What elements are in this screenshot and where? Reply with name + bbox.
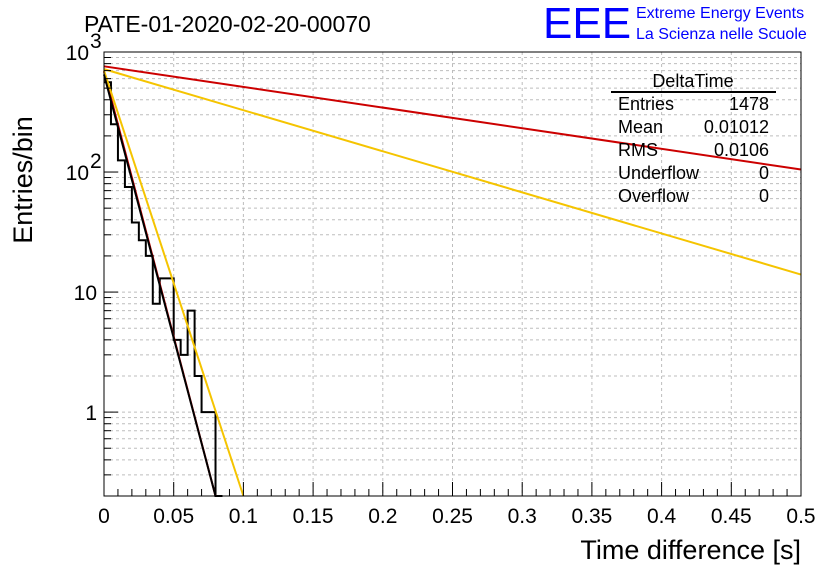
stats-value: 0.01012	[704, 117, 769, 137]
stats-name: DeltaTime	[652, 71, 733, 91]
logo-line2: La Scienza nelle Scuole	[636, 26, 807, 43]
y-tick-label: 1	[85, 402, 97, 425]
x-tick-label: 0.25	[432, 505, 473, 528]
logo-line1: Extreme Energy Events	[636, 5, 804, 22]
fit-curve	[103, 68, 802, 276]
stats-label: Mean	[618, 117, 663, 137]
axis-ticks	[103, 56, 802, 497]
x-tick-label: 0.15	[293, 505, 334, 528]
fit-curves	[103, 65, 802, 497]
y-axis-title: Entries/bin	[8, 116, 38, 244]
y-tick-label: 10	[66, 162, 89, 185]
fit-curve	[103, 74, 217, 497]
x-tick-label: 0.05	[153, 505, 194, 528]
stats-label: Entries	[618, 94, 674, 114]
histogram	[104, 81, 223, 497]
x-axis-title: Time difference [s]	[580, 535, 801, 565]
x-tick-labels: 0 0.05 0.1 0.15 0.2 0.25 0.3 0.35 0.4 0.45 0.5	[98, 505, 815, 528]
stats-value: 1478	[729, 94, 769, 114]
fit-curve	[103, 70, 245, 497]
x-tick-label: 0.2	[368, 505, 397, 528]
x-tick-label: 0.1	[229, 505, 258, 528]
stats-rows: Entries 1478 Mean 0.01012 RMS 0.0106 Underflow…	[618, 94, 769, 206]
y-tick-exponent: 2	[90, 150, 102, 173]
stats-box: DeltaTime Entries 1478 Mean 0.01012 RMS 0.010…	[611, 71, 776, 206]
stats-value: 0	[759, 186, 769, 206]
logo-mark: EEE	[543, 0, 631, 48]
stats-value: 0.0106	[714, 140, 769, 160]
x-tick-label: 0.35	[571, 505, 612, 528]
eee-logo: EEE Extreme Energy Events La Scienza nel…	[543, 0, 807, 48]
x-tick-label: 0.5	[786, 505, 815, 528]
stats-value: 0	[759, 163, 769, 183]
stats-label: RMS	[618, 140, 658, 160]
y-tick-exponent: 3	[90, 30, 102, 53]
stats-label: Overflow	[618, 186, 690, 206]
x-tick-label: 0.45	[711, 505, 752, 528]
y-tick-label: 10	[66, 42, 89, 65]
x-tick-label: 0	[98, 505, 110, 528]
chart-title: PATE-01-2020-02-20-00070	[84, 11, 371, 37]
histogram-outline	[104, 81, 223, 497]
stats-label: Underflow	[618, 163, 700, 183]
fit-curve	[103, 65, 802, 171]
x-tick-label: 0.4	[647, 505, 677, 528]
y-tick-label: 10	[74, 282, 97, 305]
x-tick-label: 0.3	[508, 505, 537, 528]
